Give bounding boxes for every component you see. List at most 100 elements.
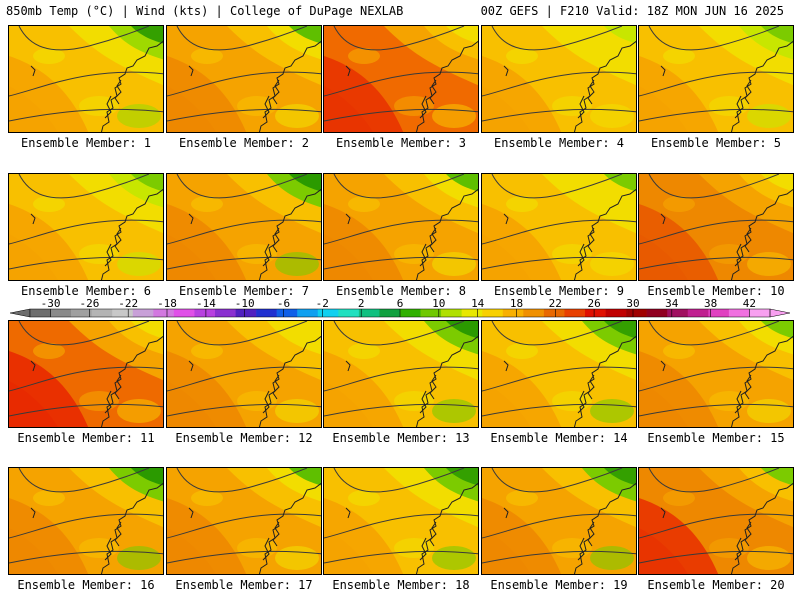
temperature-field-map	[324, 26, 478, 132]
colorbar-tick-label: -2	[316, 298, 329, 310]
temperature-field-map	[639, 468, 793, 574]
colorbar-segment	[482, 309, 504, 317]
colorbar-segment	[667, 309, 689, 317]
colorbar-tick-label: 26	[587, 298, 600, 310]
colorbar-tick-label: -14	[196, 298, 216, 310]
ensemble-member-map	[638, 173, 794, 281]
colorbar-segment	[379, 309, 401, 317]
colorbar-tick-label: -26	[79, 298, 99, 310]
ensemble-member-map	[8, 467, 164, 575]
colorbar-segment	[543, 309, 565, 317]
temperature-field-map	[9, 468, 163, 574]
header-title: 850mb Temp (°C) | Wind (kts) | College o…	[6, 4, 404, 18]
ensemble-member-map	[638, 320, 794, 428]
ensemble-member-label: Ensemble Member: 8	[335, 284, 467, 298]
colorbar-tick-label: 10	[432, 298, 445, 310]
ensemble-member-label: Ensemble Member: 11	[17, 431, 155, 445]
ensemble-member-label: Ensemble Member: 14	[490, 431, 628, 445]
ensemble-member-label: Ensemble Member: 20	[647, 578, 785, 592]
ensemble-member-label: Ensemble Member: 12	[175, 431, 313, 445]
colorbar-segment	[728, 309, 750, 317]
colorbar-segment	[441, 309, 462, 317]
ensemble-member-label: Ensemble Member: 10	[647, 284, 785, 298]
ensemble-member-label: Ensemble Member: 17	[175, 578, 313, 592]
colorbar-segment	[687, 309, 709, 317]
ensemble-member-map	[166, 173, 322, 281]
temperature-field-map	[9, 26, 163, 132]
colorbar-segment	[358, 309, 380, 317]
ensemble-member-label: Ensemble Member: 1	[20, 136, 152, 150]
colorbar-segment	[585, 309, 606, 317]
ensemble-member-label: Ensemble Member: 15	[647, 431, 785, 445]
ensemble-member-map	[481, 467, 637, 575]
ensemble-member-map	[638, 467, 794, 575]
ensemble-member-label: Ensemble Member: 18	[332, 578, 470, 592]
temperature-field-map	[324, 468, 478, 574]
temperature-field-map	[167, 174, 321, 280]
colorbar-segment	[420, 309, 442, 317]
ensemble-member-map	[8, 173, 164, 281]
colorbar-segment	[30, 309, 51, 317]
colorbar-tick-label: -22	[118, 298, 138, 310]
ensemble-member-map	[8, 25, 164, 133]
temperature-field-map	[482, 26, 636, 132]
ensemble-member-label: Ensemble Member: 3	[335, 136, 467, 150]
temperature-field-map	[324, 174, 478, 280]
colorbar-segment	[400, 309, 421, 317]
colorbar-segment	[276, 309, 298, 317]
colorbar-segment	[708, 309, 730, 317]
ensemble-member-map	[323, 467, 479, 575]
ensemble-member-map	[166, 467, 322, 575]
temperature-field-map	[167, 26, 321, 132]
ensemble-member-label: Ensemble Member: 6	[20, 284, 152, 298]
colorbar-tick-label: 2	[358, 298, 365, 310]
colorbar-segment	[317, 309, 339, 317]
colorbar-segment	[256, 309, 277, 317]
temperature-field-map	[9, 174, 163, 280]
temperature-field-map	[9, 321, 163, 427]
colorbar-tick-label: -10	[235, 298, 255, 310]
ensemble-member-label: Ensemble Member: 13	[332, 431, 470, 445]
temperature-field-map	[482, 468, 636, 574]
colorbar-tick-label: -18	[157, 298, 177, 310]
colorbar-segment	[502, 309, 524, 317]
ensemble-member-map	[638, 25, 794, 133]
ensemble-member-map	[166, 25, 322, 133]
temperature-field-map	[324, 321, 478, 427]
ensemble-member-label: Ensemble Member: 16	[17, 578, 155, 592]
colorbar-tick-label: 22	[549, 298, 562, 310]
colorbar-segment	[71, 309, 92, 317]
temperature-field-map	[639, 321, 793, 427]
colorbar-segment	[749, 309, 771, 317]
ensemble-member-label: Ensemble Member: 19	[490, 578, 628, 592]
colorbar-segment	[173, 309, 195, 317]
colorbar-segment	[605, 309, 627, 317]
ensemble-member-map	[166, 320, 322, 428]
ensemble-member-label: Ensemble Member: 7	[178, 284, 310, 298]
colorbar-segment	[132, 309, 154, 317]
ensemble-member-label: Ensemble Member: 5	[650, 136, 782, 150]
temperature-field-map	[639, 26, 793, 132]
colorbar-segment	[338, 309, 360, 317]
colorbar-tick-label: 38	[704, 298, 717, 310]
ensemble-member-map	[323, 25, 479, 133]
header-run-info: 00Z GEFS | F210 Valid: 18Z MON JUN 16 20…	[480, 4, 784, 18]
ensemble-member-map	[323, 320, 479, 428]
ensemble-member-map	[323, 173, 479, 281]
temperature-field-map	[482, 321, 636, 427]
colorbar-segment	[461, 309, 483, 317]
ensemble-member-label: Ensemble Member: 9	[493, 284, 625, 298]
colorbar-segment	[91, 309, 113, 317]
colorbar-segment	[646, 309, 668, 317]
colorbar-tick-label: 14	[471, 298, 485, 310]
colorbar-segment	[215, 309, 236, 317]
colorbar-svg: -30 -26 -22 -18 -14 -10 -6 -2 2 6 10 14 18 22 26 30 34 38…	[9, 298, 791, 318]
colorbar-segment	[235, 309, 257, 317]
ensemble-member-label: Ensemble Member: 4	[493, 136, 625, 150]
colorbar-tick-label: -30	[41, 298, 61, 310]
ensemble-member-map	[481, 173, 637, 281]
colorbar-segment	[153, 309, 175, 317]
ensemble-member-label: Ensemble Member: 2	[178, 136, 310, 150]
temperature-field-map	[639, 174, 793, 280]
colorbar-segment	[626, 309, 647, 317]
